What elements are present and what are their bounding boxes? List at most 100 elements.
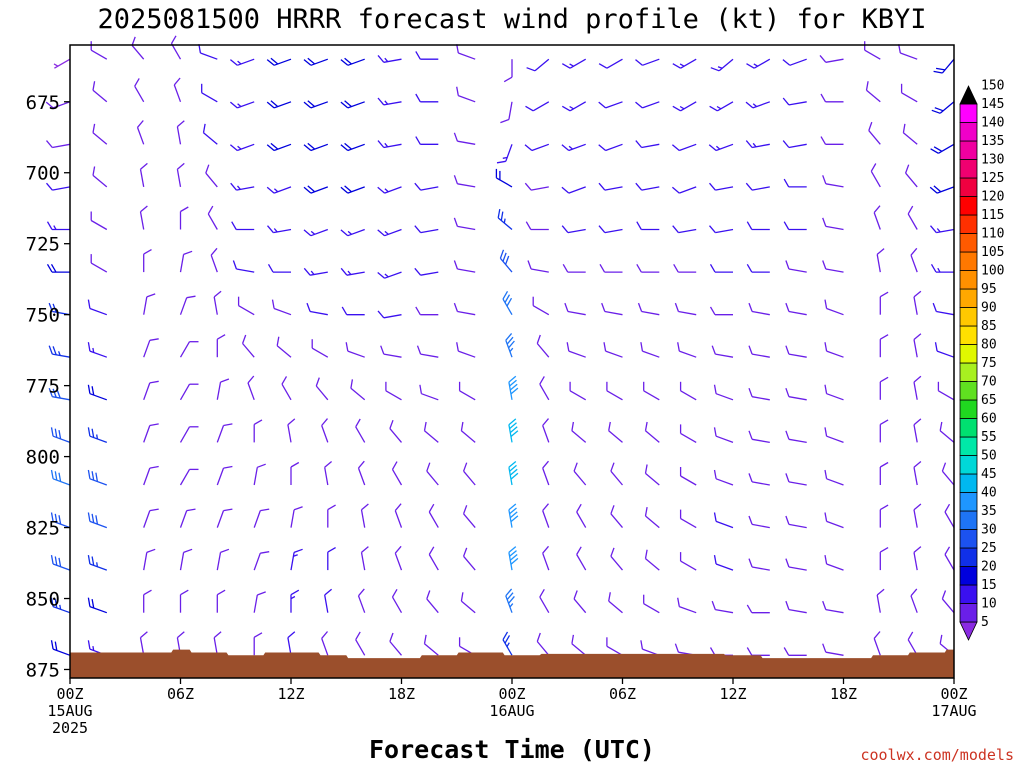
wind-barb — [873, 205, 881, 230]
wind-barb — [527, 260, 549, 273]
barb-flag — [509, 511, 518, 519]
colorbar-band — [959, 418, 978, 438]
barb-flag — [674, 302, 680, 312]
wind-barb — [377, 228, 402, 237]
wind-barb — [179, 589, 189, 613]
barb-flag — [931, 109, 941, 114]
barb-staff — [542, 510, 550, 528]
wind-barb — [542, 460, 550, 486]
barb-flag — [879, 419, 889, 425]
barb-staff — [505, 340, 513, 358]
barb-half-flag — [92, 347, 95, 353]
barb-staff — [604, 228, 623, 234]
wind-barb — [462, 505, 476, 529]
wind-barb — [391, 461, 403, 486]
barb-staff — [139, 211, 145, 230]
wind-barb — [271, 299, 292, 316]
barb-staff — [939, 430, 955, 443]
barb-staff — [179, 254, 185, 273]
chart-title: 2025081500 HRRR forecast wind profile (k… — [97, 4, 926, 35]
x-tick-label: 00Z — [498, 685, 525, 703]
wind-barb — [564, 302, 586, 316]
wind-barb — [748, 558, 770, 571]
barb-flag — [913, 333, 922, 340]
barb-flag — [539, 588, 545, 598]
barb-staff — [179, 552, 185, 571]
barb-flag — [321, 631, 328, 639]
barb-flag — [456, 342, 459, 352]
barb-flag — [939, 421, 943, 431]
barb-flag — [377, 140, 385, 148]
wind-barb — [355, 631, 366, 656]
barb-flag — [935, 67, 946, 71]
plot-area — [70, 45, 954, 678]
wind-barb — [930, 143, 955, 154]
barb-flag — [824, 384, 828, 394]
wind-barb — [913, 418, 922, 443]
barb-staff — [426, 598, 439, 614]
barb-flag — [307, 185, 316, 193]
wind-barb — [643, 381, 660, 401]
barb-staff — [938, 143, 955, 154]
barb-staff — [606, 390, 623, 401]
colorbar-label: 75 — [981, 356, 997, 371]
wind-barb — [900, 83, 918, 103]
barb-half-flag — [273, 188, 279, 193]
barb-flag — [87, 469, 91, 479]
wind-barb — [173, 77, 182, 103]
barb-flag — [671, 186, 680, 194]
wind-barb — [216, 548, 230, 571]
barb-flag — [91, 428, 95, 438]
wind-barb — [502, 290, 513, 316]
barb-flag — [48, 345, 53, 355]
wind-barb — [879, 461, 889, 485]
barb-flag — [415, 306, 421, 316]
barb-flag — [48, 387, 53, 397]
barb-flag — [453, 132, 459, 142]
wind-barb — [50, 554, 71, 571]
barb-staff — [463, 555, 476, 571]
barb-flag — [635, 101, 643, 109]
barb-flag — [361, 503, 369, 511]
barb-flag — [183, 250, 193, 256]
wind-barb — [213, 631, 222, 656]
barb-flag — [344, 142, 352, 150]
barb-flag — [340, 267, 348, 276]
barb-flag — [87, 342, 91, 352]
barb-flag — [509, 426, 518, 434]
wind-barb — [636, 221, 660, 231]
colorbar-label: 110 — [981, 227, 1004, 242]
barb-flag — [460, 421, 464, 431]
x-tick-label: 17AUG — [931, 702, 976, 720]
barb-half-flag — [273, 228, 278, 233]
barb-staff — [680, 432, 697, 443]
barb-flag — [391, 461, 398, 470]
barb-half-flag — [569, 63, 574, 67]
barb-flag — [315, 377, 320, 387]
wind-barb — [48, 345, 71, 358]
barb-staff — [936, 228, 955, 234]
barb-flag — [426, 462, 431, 472]
barb-half-flag — [92, 645, 95, 651]
barb-flag — [713, 469, 717, 479]
barb-flag — [873, 205, 881, 214]
wind-barb — [910, 588, 918, 613]
barb-flag — [394, 503, 402, 512]
wind-barb — [92, 166, 108, 188]
barb-flag — [290, 589, 300, 596]
wind-barb — [561, 186, 586, 194]
barb-staff — [508, 509, 513, 528]
barb-staff — [52, 101, 71, 109]
barb-flag — [709, 263, 716, 273]
barb-flag — [713, 554, 717, 565]
barb-staff — [508, 552, 513, 571]
barb-half-flag — [310, 270, 315, 275]
barb-flag — [598, 63, 608, 69]
wind-barb — [679, 467, 697, 486]
wind-barb — [711, 345, 734, 358]
wind-barb — [782, 97, 807, 106]
barb-flag — [220, 378, 230, 383]
barb-staff — [751, 481, 770, 486]
wind-barb — [377, 97, 402, 106]
barb-flag — [186, 295, 196, 299]
